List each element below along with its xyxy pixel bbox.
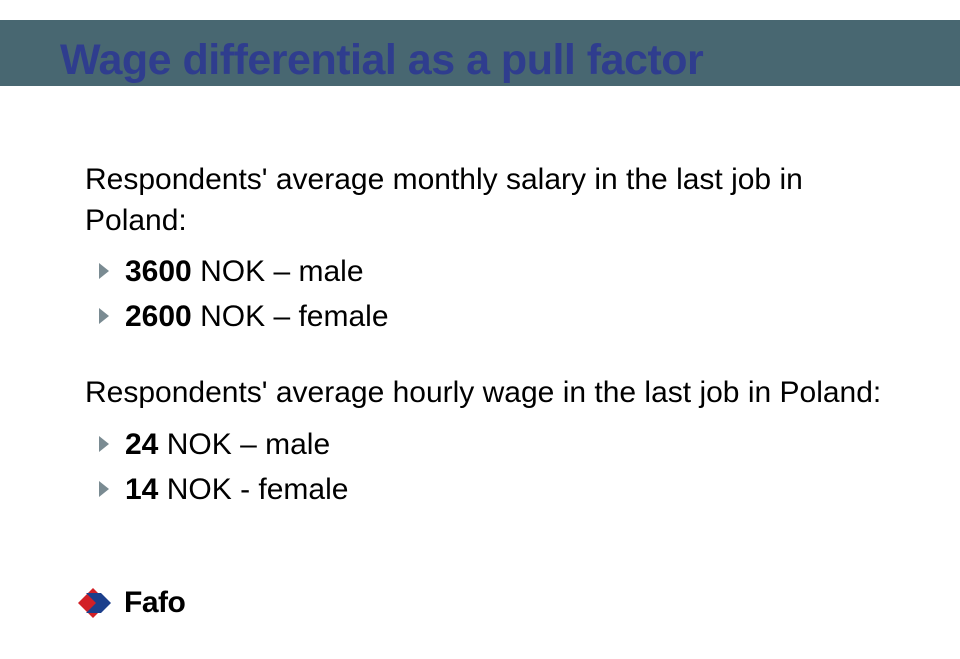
slide-content: Respondents' average monthly salary in t…: [85, 160, 900, 546]
section2-list: 24 NOK – male 14 NOK - female: [85, 422, 900, 512]
title-band: Wage differential as a pull factor: [0, 12, 960, 108]
section2-lead: Respondents' average hourly wage in the …: [85, 373, 900, 414]
label: - female: [240, 473, 348, 506]
value: 2600: [125, 300, 192, 333]
value: 14: [125, 473, 158, 506]
list-item: 3600 NOK – male: [85, 249, 900, 294]
unit: NOK: [200, 255, 265, 288]
section1-list: 3600 NOK – male 2600 NOK – female: [85, 249, 900, 339]
unit: NOK: [167, 428, 232, 461]
label: – male: [240, 428, 330, 461]
fafo-logo-icon: [72, 583, 114, 623]
value: 3600: [125, 255, 192, 288]
fafo-logo-text: Fafo: [124, 586, 185, 620]
list-item: 14 NOK - female: [85, 467, 900, 512]
list-item: 24 NOK – male: [85, 422, 900, 467]
label: – female: [273, 300, 388, 333]
unit: NOK: [200, 300, 265, 333]
slide-title: Wage differential as a pull factor: [60, 36, 703, 85]
list-item: 2600 NOK – female: [85, 294, 900, 339]
section1-lead: Respondents' average monthly salary in t…: [85, 160, 900, 241]
value: 24: [125, 428, 158, 461]
fafo-logo: Fafo: [72, 583, 185, 623]
label: – male: [273, 255, 363, 288]
unit: NOK: [167, 473, 232, 506]
